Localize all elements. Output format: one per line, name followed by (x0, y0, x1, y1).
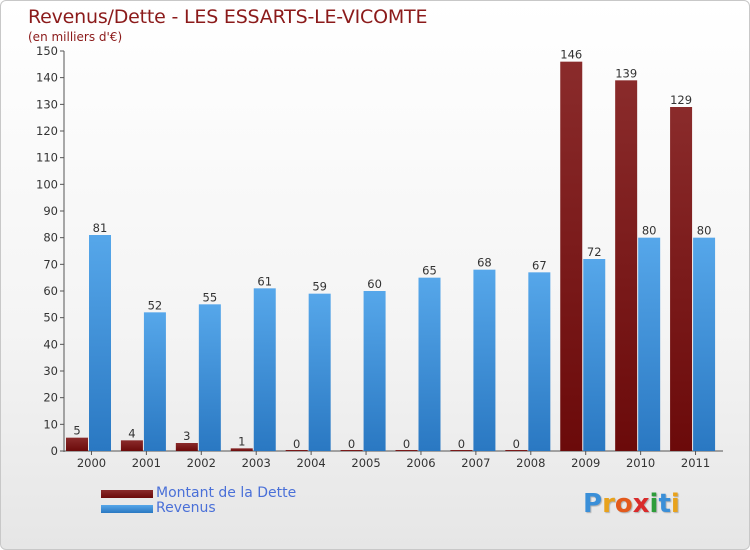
bar-revenus (363, 291, 386, 451)
y-tick-label: 150 (36, 44, 58, 58)
logo-letter: i (670, 489, 680, 519)
bar-revenus (528, 272, 551, 451)
y-tick-label: 50 (43, 311, 58, 325)
y-tick-label: 110 (36, 151, 58, 165)
data-label-dette: 0 (458, 437, 465, 451)
x-tick-label: 2001 (132, 456, 161, 470)
data-label-revenus: 72 (587, 245, 602, 259)
bar-dette (450, 450, 473, 451)
y-tick-label: 20 (43, 391, 58, 405)
data-label-revenus: 59 (312, 280, 327, 294)
y-tick-label: 80 (43, 231, 58, 245)
chart-title: Revenus/Dette - LES ESSARTS-LE-VICOMTE (28, 6, 428, 28)
data-label-dette: 129 (670, 93, 692, 107)
y-tick-label: 90 (43, 204, 58, 218)
y-tick-label: 70 (43, 257, 58, 271)
legend-label-dette: Montant de la Dette (156, 485, 297, 501)
bar-dette (670, 107, 693, 451)
data-label-dette: 4 (128, 426, 135, 440)
logo-letter: P (583, 489, 603, 519)
proxiti-logo: Proxiti (583, 489, 680, 519)
x-tick-label: 2000 (77, 456, 106, 470)
legend-swatch-dette (101, 490, 153, 498)
bar-revenus (308, 293, 331, 451)
y-tick-label: 0 (51, 444, 58, 458)
y-tick-label: 40 (43, 337, 58, 351)
bar-revenus (693, 237, 716, 451)
data-label-revenus: 67 (532, 258, 547, 272)
data-label-revenus: 61 (257, 274, 272, 288)
data-label-dette: 5 (73, 424, 80, 438)
bar-revenus (638, 237, 661, 451)
bar-dette (395, 450, 418, 451)
x-tick-label: 2008 (516, 456, 545, 470)
x-tick-label: 2011 (681, 456, 710, 470)
x-tick-label: 2009 (571, 456, 600, 470)
bar-dette (66, 437, 88, 451)
data-label-dette: 1 (238, 434, 245, 448)
y-tick-label: 60 (43, 284, 58, 298)
x-tick-label: 2006 (406, 456, 435, 470)
y-tick-label: 130 (36, 97, 58, 111)
logo-letter: x (632, 489, 650, 519)
bar-dette (340, 450, 363, 451)
data-label-revenus: 55 (203, 290, 218, 304)
y-tick-label: 30 (43, 364, 58, 378)
data-label-revenus: 80 (642, 224, 657, 238)
x-tick-label: 2003 (242, 456, 271, 470)
logo-letter: t (658, 489, 671, 519)
x-tick-label: 2002 (187, 456, 216, 470)
bar-dette (230, 448, 253, 451)
data-label-dette: 0 (513, 437, 520, 451)
logo-letter: i (649, 489, 659, 519)
data-label-dette: 0 (403, 437, 410, 451)
x-tick-label: 2005 (351, 456, 380, 470)
bar-dette (560, 61, 583, 452)
data-label-dette: 0 (293, 437, 300, 451)
y-tick-label: 140 (36, 71, 58, 85)
data-label-dette: 146 (560, 48, 582, 62)
x-tick-label: 2004 (296, 456, 325, 470)
logo-letter: o (614, 489, 633, 519)
x-tick-label: 2010 (626, 456, 655, 470)
y-tick-label: 10 (43, 417, 58, 431)
y-tick-label: 120 (36, 124, 58, 138)
x-tick-label: 2007 (461, 456, 490, 470)
bar-revenus (253, 288, 276, 451)
data-label-dette: 0 (348, 437, 355, 451)
bar-dette (175, 443, 198, 451)
data-label-dette: 139 (615, 66, 637, 80)
bar-dette (120, 440, 143, 451)
data-label-dette: 3 (183, 429, 190, 443)
data-label-revenus: 80 (697, 224, 712, 238)
bar-revenus (473, 269, 496, 451)
data-label-revenus: 68 (477, 256, 492, 270)
y-tick-label: 100 (36, 177, 58, 191)
bar-dette (615, 80, 638, 451)
bar-revenus (89, 235, 111, 451)
data-label-revenus: 81 (93, 221, 108, 235)
logo-letter: r (602, 489, 615, 519)
bar-revenus (583, 259, 606, 451)
legend-label-revenus: Revenus (156, 500, 216, 516)
bar-revenus (143, 312, 166, 451)
data-label-revenus: 60 (367, 277, 382, 291)
bar-revenus (418, 277, 441, 451)
bar-dette (505, 450, 528, 451)
legend-swatch-revenus (101, 505, 153, 513)
data-label-revenus: 65 (422, 264, 437, 278)
bar-revenus (198, 304, 221, 451)
data-label-revenus: 52 (148, 298, 163, 312)
chart-subtitle: (en milliers d'€) (28, 30, 123, 44)
bar-dette (285, 450, 308, 451)
